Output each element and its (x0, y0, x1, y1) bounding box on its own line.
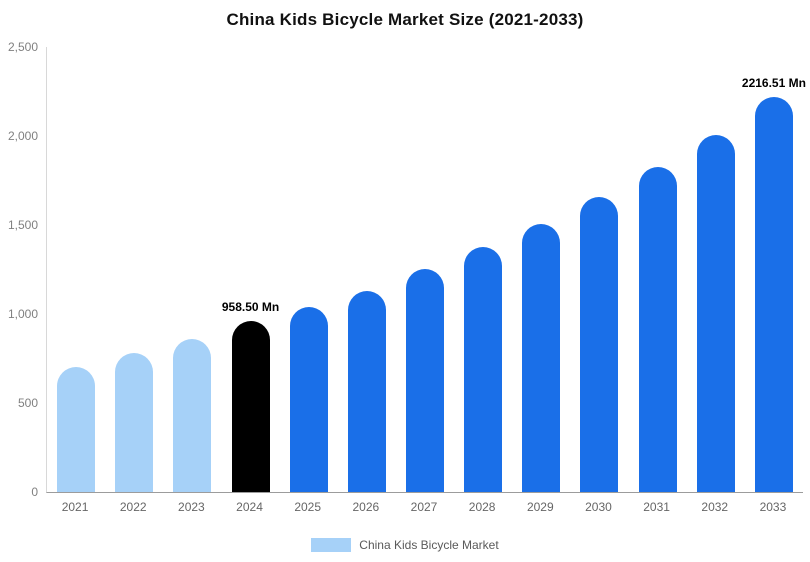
y-axis-tick-label: 1,000 (7, 307, 38, 321)
x-axis-tick-label-2024: 2024 (236, 500, 263, 514)
x-axis-tick-label-2032: 2032 (701, 500, 729, 514)
y-axis-tick-label: 0 (31, 485, 38, 499)
bar-2026[interactable] (347, 290, 386, 492)
bar-2028[interactable] (464, 247, 503, 492)
x-axis: 2021 2022 2023 2024 2025 2026 2027 2028 2029 2030… (0, 500, 810, 518)
y-axis-tick-label: 2,500 (7, 40, 38, 54)
bar-2025[interactable] (289, 306, 328, 492)
x-axis-tick-label-2023: 2023 (178, 500, 205, 514)
chart-title: China Kids Bicycle Market Size (2021-203… (226, 10, 584, 29)
x-axis-tick-label-2031: 2031 (643, 500, 670, 514)
bar-2033[interactable] (754, 97, 793, 492)
x-axis-tick-label-2029: 2029 (526, 500, 554, 514)
y-axis-tick-label: 500 (17, 396, 38, 410)
x-axis-tick-label-2025: 2025 (294, 500, 322, 514)
plot-area: 958.50 Mn 2216.51 Mn (46, 47, 806, 493)
x-axis-tick-label-2030: 2030 (585, 500, 612, 514)
legend-label[interactable]: China Kids Bicycle Market (359, 538, 499, 552)
x-axis-tick-label-2027: 2027 (410, 500, 438, 514)
bar-2023[interactable] (173, 338, 212, 492)
bar-2032[interactable] (696, 135, 735, 492)
bar-2029[interactable] (522, 224, 561, 492)
legend[interactable]: China Kids Bicycle Market (0, 535, 810, 555)
y-axis-tick-label: 1,500 (7, 218, 38, 232)
x-axis-tick-label-2033: 2033 (759, 500, 787, 514)
x-axis-tick-label-2028: 2028 (468, 500, 496, 514)
bar-2022[interactable] (115, 353, 154, 492)
x-axis-tick-label-2022: 2022 (119, 500, 147, 514)
legend-swatch[interactable] (311, 538, 352, 552)
data-label-2024: 958.50 Mn (221, 300, 280, 315)
x-axis-tick-label-2026: 2026 (352, 500, 380, 514)
y-axis-tick-label: 2,000 (7, 129, 38, 143)
bar-2021[interactable] (57, 367, 96, 492)
bar-2031[interactable] (638, 167, 677, 492)
bar-2027[interactable] (406, 268, 444, 492)
bar-2024[interactable] (231, 321, 270, 492)
data-label-2033: 2216.51 Mn (741, 76, 806, 91)
x-axis-tick-label-2021: 2021 (61, 500, 89, 514)
bar-2030[interactable] (580, 196, 619, 492)
